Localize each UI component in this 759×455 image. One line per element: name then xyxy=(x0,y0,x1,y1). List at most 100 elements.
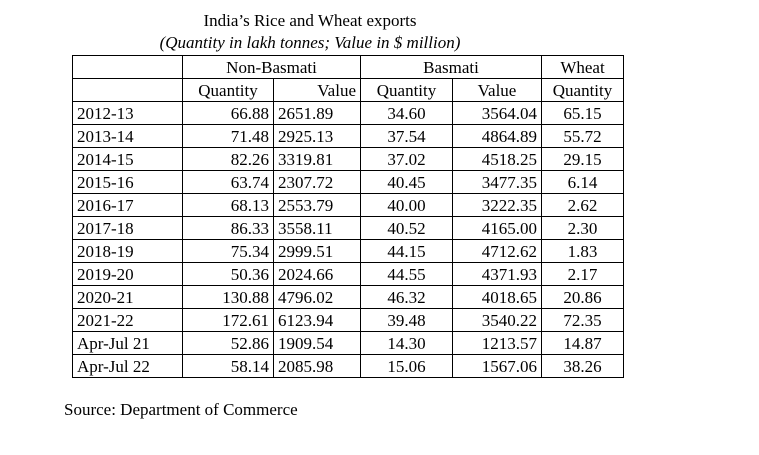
table-row: 2019-20 50.36 2024.66 44.55 4371.93 2.17 xyxy=(72,262,624,286)
cell-w-quantity: 2.30 xyxy=(541,216,624,240)
cell-nb-quantity: 63.74 xyxy=(182,170,274,194)
header-non-basmati: Non-Basmati xyxy=(182,55,361,79)
cell-nb-value: 2024.66 xyxy=(273,262,361,286)
cell-b-value: 1567.06 xyxy=(452,354,542,378)
cell-nb-value: 2999.51 xyxy=(273,239,361,263)
cell-b-value: 4864.89 xyxy=(452,124,542,148)
cell-b-value: 1213.57 xyxy=(452,331,542,355)
exports-table: Non-Basmati Basmati Wheat Quantity Value… xyxy=(72,55,624,378)
table-row: Apr-Jul 21 52.86 1909.54 14.30 1213.57 14.87 xyxy=(72,331,624,355)
cell-year: 2015-16 xyxy=(72,170,183,194)
cell-w-quantity: 38.26 xyxy=(541,354,624,378)
sub-header-row: Quantity Value Quantity Value Quantity xyxy=(72,78,624,102)
cell-w-quantity: 6.14 xyxy=(541,170,624,194)
cell-nb-quantity: 52.86 xyxy=(182,331,274,355)
cell-b-quantity: 40.00 xyxy=(360,193,453,217)
cell-nb-quantity: 66.88 xyxy=(182,101,274,125)
table-row: 2017-18 86.33 3558.11 40.52 4165.00 2.30 xyxy=(72,216,624,240)
table-body: 2012-13 66.88 2651.89 34.60 3564.04 65.15 2013… xyxy=(72,101,624,378)
table-row: 2012-13 66.88 2651.89 34.60 3564.04 65.15 xyxy=(72,101,624,125)
cell-year: 2021-22 xyxy=(72,308,183,332)
cell-b-value: 3540.22 xyxy=(452,308,542,332)
cell-b-quantity: 40.45 xyxy=(360,170,453,194)
cell-year: Apr-Jul 22 xyxy=(72,354,183,378)
cell-nb-value: 3319.81 xyxy=(273,147,361,171)
cell-year: 2013-14 xyxy=(72,124,183,148)
cell-year: 2018-19 xyxy=(72,239,183,263)
cell-year: 2020-21 xyxy=(72,285,183,309)
cell-nb-quantity: 50.36 xyxy=(182,262,274,286)
cell-year: 2017-18 xyxy=(72,216,183,240)
cell-w-quantity: 14.87 xyxy=(541,331,624,355)
cell-b-quantity: 39.48 xyxy=(360,308,453,332)
cell-nb-value: 6123.94 xyxy=(273,308,361,332)
cell-b-value: 4165.00 xyxy=(452,216,542,240)
cell-nb-quantity: 68.13 xyxy=(182,193,274,217)
header-nb-value: Value xyxy=(273,78,361,102)
cell-year: 2012-13 xyxy=(72,101,183,125)
cell-b-quantity: 14.30 xyxy=(360,331,453,355)
cell-nb-value: 2925.13 xyxy=(273,124,361,148)
header-w-quantity: Quantity xyxy=(541,78,624,102)
table-subtitle: (Quantity in lakh tonnes; Value in $ mil… xyxy=(159,33,461,52)
cell-b-quantity: 37.02 xyxy=(360,147,453,171)
cell-b-value: 4712.62 xyxy=(452,239,542,263)
cell-nb-quantity: 172.61 xyxy=(182,308,274,332)
cell-nb-value: 1909.54 xyxy=(273,331,361,355)
header-b-quantity: Quantity xyxy=(360,78,453,102)
cell-w-quantity: 29.15 xyxy=(541,147,624,171)
table-row: 2015-16 63.74 2307.72 40.45 3477.35 6.14 xyxy=(72,170,624,194)
corner-cell xyxy=(72,55,183,79)
cell-nb-value: 3558.11 xyxy=(273,216,361,240)
cell-year: 2014-15 xyxy=(72,147,183,171)
cell-b-quantity: 44.15 xyxy=(360,239,453,263)
corner-cell-sub xyxy=(72,78,183,102)
cell-nb-quantity: 58.14 xyxy=(182,354,274,378)
table-row: Apr-Jul 22 58.14 2085.98 15.06 1567.06 38.26 xyxy=(72,354,624,378)
source-note: Source: Department of Commerce xyxy=(64,400,298,419)
cell-nb-value: 4796.02 xyxy=(273,285,361,309)
table-row: 2014-15 82.26 3319.81 37.02 4518.25 29.15 xyxy=(72,147,624,171)
cell-b-quantity: 15.06 xyxy=(360,354,453,378)
cell-nb-quantity: 130.88 xyxy=(182,285,274,309)
cell-nb-value: 2553.79 xyxy=(273,193,361,217)
cell-b-quantity: 40.52 xyxy=(360,216,453,240)
cell-year: Apr-Jul 21 xyxy=(72,331,183,355)
cell-nb-quantity: 75.34 xyxy=(182,239,274,263)
cell-year: 2019-20 xyxy=(72,262,183,286)
cell-b-value: 4518.25 xyxy=(452,147,542,171)
header-nb-quantity: Quantity xyxy=(182,78,274,102)
cell-nb-value: 2307.72 xyxy=(273,170,361,194)
cell-b-value: 4371.93 xyxy=(452,262,542,286)
table-row: 2018-19 75.34 2999.51 44.15 4712.62 1.83 xyxy=(72,239,624,263)
cell-b-value: 3564.04 xyxy=(452,101,542,125)
cell-nb-quantity: 86.33 xyxy=(182,216,274,240)
cell-w-quantity: 20.86 xyxy=(541,285,624,309)
cell-year: 2016-17 xyxy=(72,193,183,217)
table-row: 2016-17 68.13 2553.79 40.00 3222.35 2.62 xyxy=(72,193,624,217)
table-row: 2020-21 130.88 4796.02 46.32 4018.65 20.86 xyxy=(72,285,624,309)
cell-b-quantity: 34.60 xyxy=(360,101,453,125)
group-header-row: Non-Basmati Basmati Wheat xyxy=(72,55,624,79)
cell-w-quantity: 65.15 xyxy=(541,101,624,125)
cell-nb-quantity: 82.26 xyxy=(182,147,274,171)
table-row: 2021-22 172.61 6123.94 39.48 3540.22 72.35 xyxy=(72,308,624,332)
cell-nb-value: 2085.98 xyxy=(273,354,361,378)
cell-nb-quantity: 71.48 xyxy=(182,124,274,148)
cell-b-value: 4018.65 xyxy=(452,285,542,309)
cell-b-quantity: 37.54 xyxy=(360,124,453,148)
cell-w-quantity: 2.17 xyxy=(541,262,624,286)
header-wheat: Wheat xyxy=(541,55,624,79)
cell-b-value: 3477.35 xyxy=(452,170,542,194)
table-row: 2013-14 71.48 2925.13 37.54 4864.89 55.72 xyxy=(72,124,624,148)
cell-b-value: 3222.35 xyxy=(452,193,542,217)
table-title: India’s Rice and Wheat exports xyxy=(203,11,417,30)
cell-w-quantity: 72.35 xyxy=(541,308,624,332)
cell-w-quantity: 55.72 xyxy=(541,124,624,148)
header-b-value: Value xyxy=(452,78,542,102)
cell-w-quantity: 2.62 xyxy=(541,193,624,217)
header-basmati: Basmati xyxy=(360,55,542,79)
cell-w-quantity: 1.83 xyxy=(541,239,624,263)
cell-b-quantity: 46.32 xyxy=(360,285,453,309)
cell-nb-value: 2651.89 xyxy=(273,101,361,125)
